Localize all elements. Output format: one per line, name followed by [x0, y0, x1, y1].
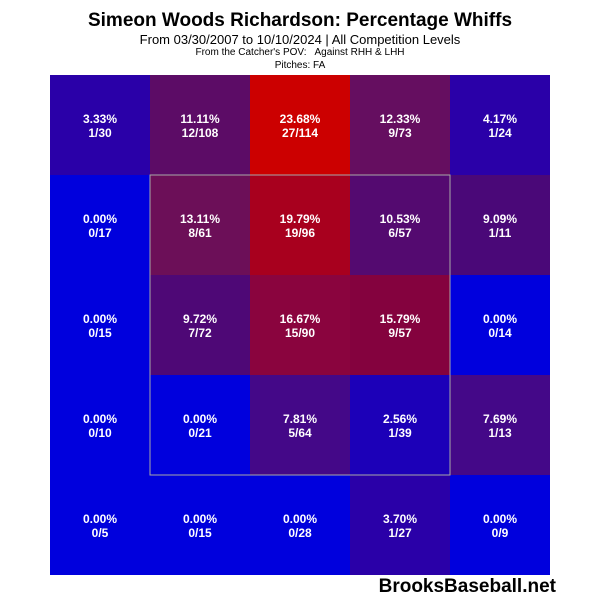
zone-cell: [350, 275, 450, 375]
zone-cell: [450, 275, 550, 375]
cell-pct-label: 13.11%: [180, 212, 220, 226]
cell-count-label: 27/114: [282, 126, 318, 140]
cell-count-label: 6/57: [388, 226, 412, 240]
cell-count-label: 1/30: [88, 126, 112, 140]
cell-pct-label: 11.11%: [180, 112, 220, 126]
cell-count-label: 0/9: [492, 526, 509, 540]
batter-hand-label: Against RHH & LHH: [314, 47, 405, 58]
zone-cell: [150, 375, 250, 475]
zone-cell: [50, 175, 150, 275]
cell-pct-label: 2.56%: [383, 412, 417, 426]
strike-zone-outline: [149, 174, 451, 476]
zone-cell: [150, 275, 250, 375]
cell-count-label: 9/57: [388, 326, 412, 340]
cell-pct-label: 0.00%: [183, 412, 217, 426]
cell-pct-label: 0.00%: [183, 512, 217, 526]
cell-count-label: 1/13: [488, 426, 512, 440]
zone-cell: [250, 175, 350, 275]
cell-count-label: 1/11: [489, 226, 512, 240]
zone-cell: [150, 175, 250, 275]
cell-count-label: 15/90: [285, 326, 315, 340]
cell-pct-label: 0.00%: [283, 512, 317, 526]
zone-cell: [50, 75, 150, 175]
zone-cell: [150, 475, 250, 575]
chart-title: Simeon Woods Richardson: Percentage Whif…: [87, 10, 513, 31]
cell-pct-label: 0.00%: [83, 212, 117, 226]
zone-cell: [50, 275, 150, 375]
pov-label: From the Catcher's POV:: [195, 47, 307, 58]
cell-pct-label: 0.00%: [83, 312, 117, 326]
cell-pct-label: 0.00%: [483, 512, 517, 526]
zone-cell: [450, 375, 550, 475]
cell-count-label: 1/24: [488, 126, 512, 140]
cell-count-label: 12/108: [182, 126, 219, 140]
zone-cell: [450, 475, 550, 575]
chart-subtitle: From 03/30/2007 to 10/10/2024 | All Comp…: [139, 32, 461, 47]
cell-pct-label: 10.53%: [380, 212, 421, 226]
cell-pct-label: 12.33%: [380, 112, 421, 126]
cell-count-label: 0/28: [288, 526, 312, 540]
cell-count-label: 1/27: [388, 526, 412, 540]
zone-cell: [250, 375, 350, 475]
cell-count-label: 0/21: [188, 426, 212, 440]
cell-pct-label: 0.00%: [483, 312, 517, 326]
cell-pct-label: 7.81%: [283, 412, 317, 426]
view-info: From the Catcher's POV: Against RHH & LHH: [0, 47, 600, 58]
cell-pct-label: 9.72%: [183, 312, 217, 326]
cell-pct-label: 7.69%: [483, 412, 517, 426]
cell-count-label: 9/73: [388, 126, 412, 140]
cell-pct-label: 0.00%: [83, 512, 117, 526]
cell-count-label: 5/64: [288, 426, 312, 440]
zone-cell: [450, 175, 550, 275]
cell-pct-label: 19.79%: [280, 212, 321, 226]
zone-cell: [250, 475, 350, 575]
cell-count-label: 19/96: [285, 226, 315, 240]
zone-cell: [350, 475, 450, 575]
zone-cell: [50, 375, 150, 475]
cell-pct-label: 0.00%: [83, 412, 117, 426]
cell-pct-label: 3.33%: [83, 112, 117, 126]
cell-count-label: 1/39: [388, 426, 412, 440]
cell-pct-label: 15.79%: [380, 312, 421, 326]
cell-count-label: 0/15: [88, 326, 112, 340]
cell-count-label: 0/14: [488, 326, 512, 340]
zone-cell: [50, 475, 150, 575]
zone-cell: [350, 175, 450, 275]
zone-cell: [150, 75, 250, 175]
zone-cell: [250, 75, 350, 175]
zone-cell: [250, 275, 350, 375]
cell-pct-label: 23.68%: [280, 112, 321, 126]
cell-count-label: 0/10: [88, 426, 112, 440]
pitch-type-label: Pitches: FA: [274, 60, 326, 71]
cell-pct-label: 16.67%: [280, 312, 321, 326]
cell-count-label: 0/15: [188, 526, 212, 540]
cell-count-label: 7/72: [188, 326, 212, 340]
cell-count-label: 0/17: [88, 226, 112, 240]
brooks-watermark: BrooksBaseball.net: [378, 576, 556, 597]
cell-pct-label: 4.17%: [483, 112, 517, 126]
cell-count-label: 8/61: [188, 226, 212, 240]
cell-pct-label: 3.70%: [383, 512, 417, 526]
zone-cell: [350, 375, 450, 475]
zone-cell: [450, 75, 550, 175]
cell-pct-label: 9.09%: [483, 212, 517, 226]
zone-cell: [350, 75, 450, 175]
cell-count-label: 0/5: [92, 526, 109, 540]
